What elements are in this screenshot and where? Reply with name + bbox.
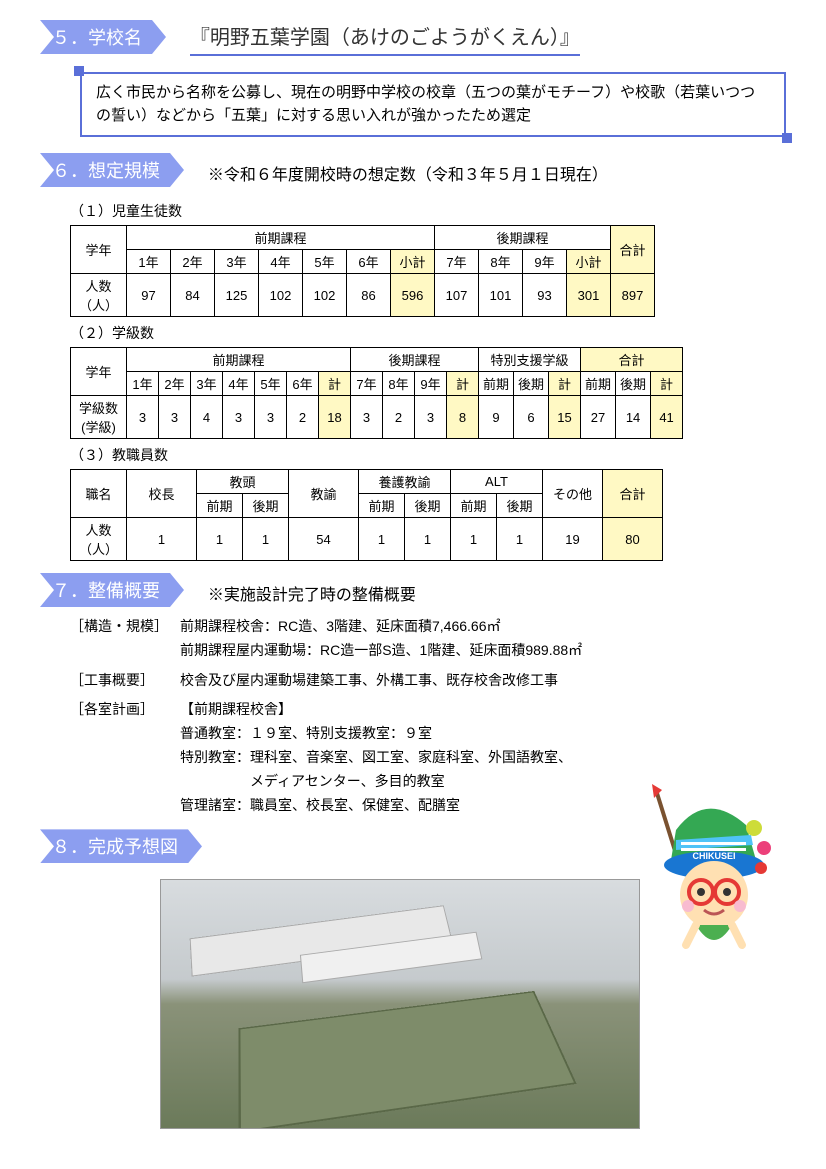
- table-staff: 職名 校長 教頭 教諭 養護教諭 ALT その他 合計 前期 後期 前期 後期 …: [70, 469, 663, 561]
- info-text-0: 前期課程校舎：RC造、3階建、延床面積7,466.66㎡ 前期課程屋内運動場：R…: [180, 615, 786, 663]
- chikusei-mascot-icon: CHIKUSEI: [626, 780, 786, 960]
- section8-tab: ８．完成予想図: [40, 829, 202, 863]
- section6-note: ※令和６年度開校時の想定数（令和３年５月１日現在）: [208, 161, 608, 185]
- sub2-label: （２）学級数: [70, 323, 786, 343]
- svg-text:CHIKUSEI: CHIKUSEI: [692, 851, 735, 861]
- sub1-label: （１）児童生徒数: [70, 201, 786, 221]
- table-classes: 学年 前期課程 後期課程 特別支援学級 合計 1年 2年 3年 4年 5年 6年…: [70, 347, 683, 439]
- info-label-1: ［工事概要］: [70, 669, 180, 693]
- info-label-0: ［構造・規模］: [70, 615, 180, 663]
- section7-note: ※実施設計完了時の整備概要: [208, 581, 416, 605]
- info-label-2: ［各室計画］: [70, 698, 180, 817]
- info-text-1: 校舎及び屋内運動場建築工事、外構工事、既存校舎改修工事: [180, 669, 786, 693]
- sub3-label: （３）教職員数: [70, 445, 786, 465]
- section6-tab: ６．想定規模: [40, 153, 184, 187]
- table-students: 学年 前期課程 後期課程 合計 1年 2年 3年 4年 5年 6年 小計 7年 …: [70, 225, 655, 317]
- school-name-title: 『明野五葉学園（あけのごようがくえん）』: [190, 21, 580, 56]
- section7-tab: ７．整備概要: [40, 573, 184, 607]
- completion-render: [160, 879, 640, 1129]
- school-name-desc: 広く市民から名称を公募し、現在の明野中学校の校章（五つの葉がモチーフ）や校歌（若…: [80, 72, 786, 137]
- section5-tab: ５．学校名: [40, 20, 166, 54]
